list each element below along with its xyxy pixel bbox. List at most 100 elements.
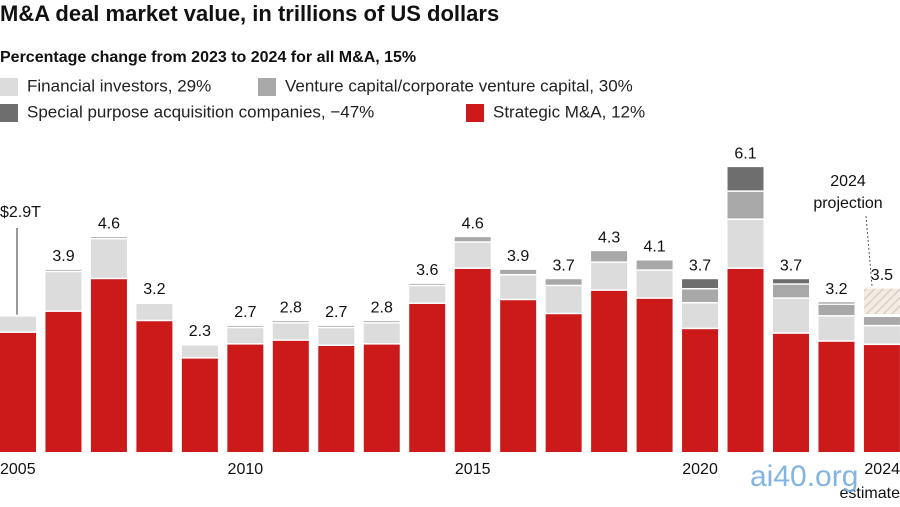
bar-segment [682, 279, 719, 288]
bar-segment [818, 341, 855, 452]
legend-label: Financial investors, 29% [27, 76, 211, 95]
bar-segment [772, 298, 809, 333]
bar-segment [90, 279, 127, 452]
legend-label: Venture capital/corporate venture capita… [285, 76, 633, 95]
value-label: 6.1 [734, 145, 756, 162]
bar-segment [272, 321, 309, 323]
bar-segment [727, 268, 764, 452]
bar-segment [682, 289, 719, 302]
projection-segment [863, 288, 900, 315]
value-label: 3.9 [52, 248, 74, 265]
bar-segment [682, 303, 719, 328]
bar-segment [454, 268, 491, 452]
bar-segment [818, 316, 855, 341]
bar-segment [181, 345, 218, 358]
bar-segment [136, 303, 173, 320]
bar-segment [0, 316, 36, 332]
bar-segment [90, 239, 127, 278]
bar-segment [363, 323, 400, 344]
bar-segment [454, 242, 491, 268]
value-label: 3.5 [871, 267, 893, 284]
bar-segment [500, 269, 537, 274]
bar-segment [636, 298, 673, 452]
bar-segment [227, 344, 264, 452]
bar-segment [363, 344, 400, 452]
value-label: 3.6 [416, 262, 438, 279]
legend-swatch [0, 78, 18, 96]
bar-segment [409, 303, 446, 452]
x-tick-label: 2015 [455, 461, 491, 478]
bar-segment [45, 269, 82, 271]
bar-segment [272, 323, 309, 340]
bar-segment [772, 279, 809, 284]
bar-segment [272, 340, 309, 452]
value-label: 4.6 [462, 215, 484, 232]
bar-segment [454, 237, 491, 242]
bar-segment [136, 321, 173, 452]
value-label: 3.9 [507, 248, 529, 265]
bar-segment [318, 325, 355, 327]
bar-segment [181, 358, 218, 452]
value-label: 4.6 [98, 215, 120, 232]
bar-segment [409, 286, 446, 303]
value-label: $2.9T [0, 204, 41, 221]
bar-segment [727, 167, 764, 191]
x-tick-label: 2024 [864, 461, 900, 478]
bar-segment [500, 275, 537, 299]
bar-segment [0, 332, 36, 452]
bar-segment [545, 279, 582, 285]
bar-segment [545, 314, 582, 452]
value-label: 2.3 [189, 323, 211, 340]
value-label: 3.7 [689, 257, 711, 274]
projection-label: 2024 [830, 173, 866, 190]
bar-segment [363, 321, 400, 323]
value-label: 2.8 [371, 299, 393, 316]
bar-segment [591, 262, 628, 290]
bar-segment [318, 345, 355, 452]
legend-swatch [258, 78, 276, 96]
bar-segment [863, 326, 900, 344]
value-label: 3.7 [780, 257, 802, 274]
chart-subtitle: Percentage change from 2023 to 2024 for … [0, 49, 416, 66]
value-label: 3.2 [143, 281, 165, 298]
x-tick-label: 2010 [228, 461, 264, 478]
bar-segment [500, 300, 537, 452]
value-label: 2.8 [280, 299, 302, 316]
bar-segment [772, 284, 809, 298]
bar-segment [636, 260, 673, 270]
value-label: 2.7 [234, 304, 256, 321]
legend-label: Strategic M&A, 12% [493, 102, 645, 121]
bar-segment [772, 333, 809, 452]
bar-segment [318, 328, 355, 345]
bar-segment [591, 290, 628, 452]
bar-segment [863, 317, 900, 325]
projection-label: projection [813, 195, 882, 212]
bar-segment [409, 283, 446, 285]
bar-segment [45, 272, 82, 311]
value-label: 2.7 [325, 304, 347, 321]
bar-segment [227, 325, 264, 327]
bar-segment [636, 270, 673, 298]
value-label: 3.7 [553, 257, 575, 274]
bar-segment [545, 286, 582, 313]
chart-title: M&A deal market value, in trillions of U… [0, 1, 499, 26]
bar-segment [727, 191, 764, 219]
bar-segment [227, 328, 264, 344]
bar-segment [863, 345, 900, 452]
x-tick-label: 2005 [0, 461, 36, 478]
bar-segment [90, 237, 127, 239]
bar-segment [818, 302, 855, 304]
value-label: 4.3 [598, 229, 620, 246]
bar-segment [45, 311, 82, 452]
bar-segment [682, 329, 719, 452]
value-label: 4.1 [643, 239, 665, 256]
watermark: ai40.org [750, 460, 858, 493]
x-note: estimate [840, 485, 900, 502]
x-tick-label: 2020 [682, 461, 718, 478]
bar-segment [818, 304, 855, 316]
legend-swatch [466, 104, 484, 122]
value-label: 3.2 [825, 281, 847, 298]
bar-segment [727, 219, 764, 268]
legend-swatch [0, 104, 18, 122]
